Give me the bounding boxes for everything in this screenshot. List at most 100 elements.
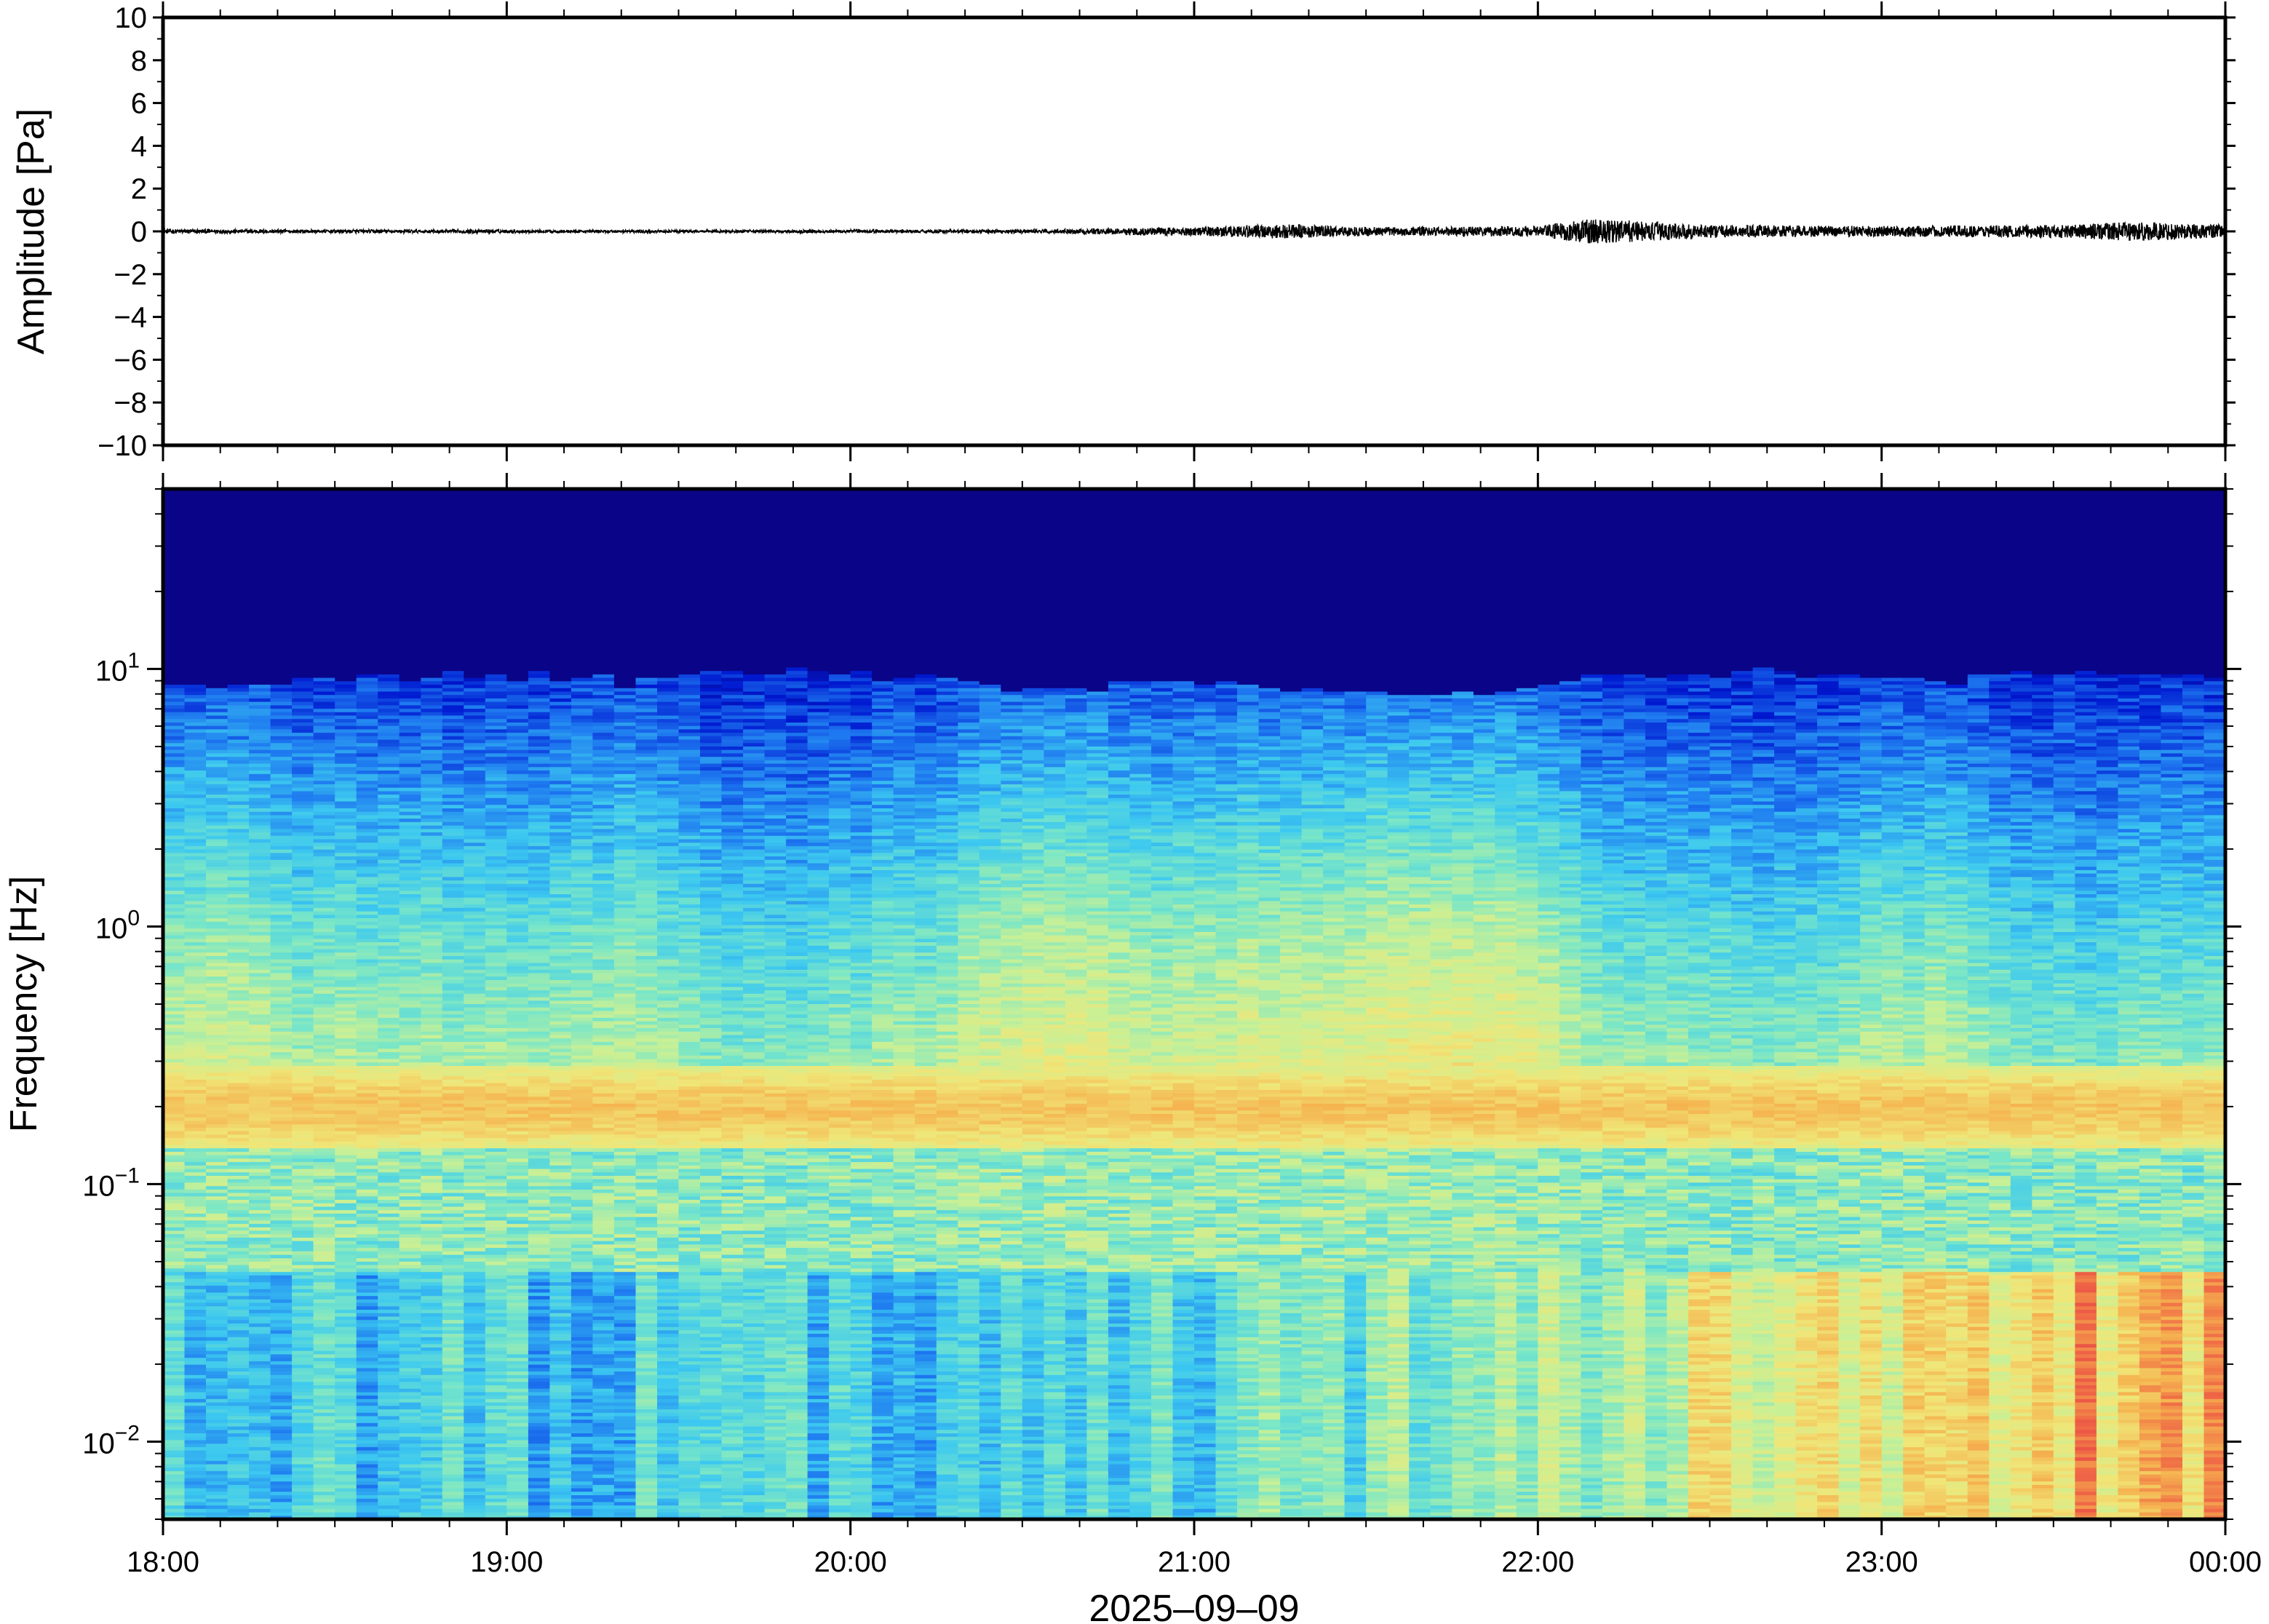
spectrogram-cell	[357, 904, 378, 909]
spectrogram-cell	[163, 1499, 185, 1503]
spectrogram-cell	[400, 1299, 421, 1304]
spectrogram-cell	[378, 1361, 400, 1366]
spectrogram-cell	[314, 1334, 335, 1338]
spectrogram-cell	[271, 1152, 293, 1156]
spectrogram-cell	[228, 1008, 250, 1012]
spectrogram-cell	[378, 557, 400, 562]
spectrogram-cell	[292, 1409, 314, 1414]
spectrogram-cell	[314, 1365, 335, 1369]
spectrogram-cell	[314, 829, 335, 833]
spectrogram-cell	[335, 898, 357, 902]
spectrogram-cell	[249, 798, 271, 803]
spectrogram-cell	[206, 513, 228, 517]
spectrogram-cell	[228, 1430, 250, 1434]
spectrogram-cell	[314, 760, 335, 765]
spectrogram-cell	[378, 819, 400, 823]
spectrogram-cell	[335, 867, 357, 871]
spectrogram-cell	[292, 1289, 314, 1294]
spectrogram-cell	[185, 619, 207, 624]
spectrogram-cell	[206, 503, 228, 507]
spectrogram-cell	[228, 517, 250, 521]
spectrogram-cell	[206, 1038, 228, 1043]
spectrogram-cell	[400, 750, 421, 755]
spectrogram-cell	[185, 1509, 207, 1513]
spectrogram-cell	[206, 1403, 228, 1407]
spectrogram-cell	[163, 595, 185, 600]
spectrogram-cell	[442, 928, 464, 933]
spectrogram-cell	[421, 506, 442, 511]
spectrogram-cell	[314, 1492, 335, 1496]
spectrogram-cell	[206, 575, 228, 579]
spectrogram-cell	[400, 998, 421, 1002]
spectrogram-cell	[292, 864, 314, 868]
spectrogram-cell	[249, 867, 271, 871]
spectrogram-cell	[292, 1028, 314, 1032]
spectrogram-cell	[314, 1351, 335, 1356]
spectrogram-cell	[442, 1396, 464, 1400]
spectrogram-cell	[400, 1048, 421, 1053]
spectrogram-cell	[249, 1024, 271, 1029]
spectrogram-cell	[185, 908, 207, 912]
spectrogram-cell	[378, 647, 400, 651]
spectrogram-cell	[357, 1299, 378, 1304]
spectrogram-cell	[314, 616, 335, 621]
spectrogram-cell	[228, 726, 250, 731]
spectrogram-cell	[292, 990, 314, 995]
spectrogram-cell	[314, 1227, 335, 1232]
spectrogram-cell	[271, 1100, 293, 1104]
spectrogram-cell	[421, 1471, 442, 1476]
spectrogram-cell	[206, 932, 228, 936]
spectrogram-cell	[271, 1028, 293, 1032]
spectrogram-cell	[400, 1035, 421, 1040]
spectrogram-cell	[314, 1416, 335, 1420]
spectrogram-cell	[292, 856, 314, 861]
spectrogram-cell	[378, 1000, 400, 1005]
spectrogram-cell	[357, 1000, 378, 1005]
spectrogram-cell	[357, 939, 378, 943]
spectrogram-cell	[206, 870, 228, 875]
spectrogram-cell	[314, 1341, 335, 1345]
spectrogram-cell	[442, 1430, 464, 1434]
spectrogram-cell	[335, 1207, 357, 1211]
spectrogram-cell	[357, 795, 378, 799]
spectrogram-cell	[163, 1447, 185, 1452]
spectrogram-cell	[421, 891, 442, 895]
spectrogram-cell	[206, 736, 228, 741]
spectrogram-cell	[228, 1190, 250, 1194]
spectrogram-cell	[271, 888, 293, 892]
spectrogram-cell	[185, 1014, 207, 1019]
spectrogram-cell	[271, 1004, 293, 1008]
spectrogram-cell	[292, 771, 314, 775]
spectrogram-cell	[228, 616, 250, 621]
spectrogram-cell	[442, 1176, 464, 1180]
spectrogram-cell	[314, 1313, 335, 1318]
spectrogram-cell	[249, 561, 271, 565]
spectrogram-cell	[357, 860, 378, 864]
spectrogram-cell	[335, 1481, 357, 1486]
spectrogram-cell	[271, 667, 293, 672]
spectrogram-cell	[421, 950, 442, 954]
spectrogram-cell	[335, 778, 357, 782]
spectrogram-cell	[271, 1379, 293, 1383]
spectrogram-cell	[163, 1437, 185, 1441]
spectrogram-cell	[163, 1454, 185, 1458]
spectrogram-cell	[163, 1022, 185, 1026]
spectrogram-cell	[292, 1214, 314, 1218]
spectrogram-cell	[335, 942, 357, 947]
spectrogram-cell	[185, 1042, 207, 1046]
spectrogram-cell	[249, 1447, 271, 1452]
spectrogram-cell	[400, 1094, 421, 1098]
spectrogram-cell	[335, 870, 357, 875]
spectrogram-cell	[378, 695, 400, 699]
spectrogram-cell	[206, 1334, 228, 1338]
spectrogram-cell	[185, 585, 207, 589]
spectrogram-cell	[378, 898, 400, 902]
spectrogram-cell	[335, 647, 357, 651]
spectrogram-cell	[400, 950, 421, 954]
spectrogram-cell	[442, 1334, 464, 1338]
spectrogram-cell	[185, 1279, 207, 1283]
spectrogram-cell	[292, 884, 314, 888]
spectrogram-cell	[378, 527, 400, 531]
spectrogram-cell	[357, 578, 378, 583]
spectrogram-cell	[442, 1385, 464, 1390]
